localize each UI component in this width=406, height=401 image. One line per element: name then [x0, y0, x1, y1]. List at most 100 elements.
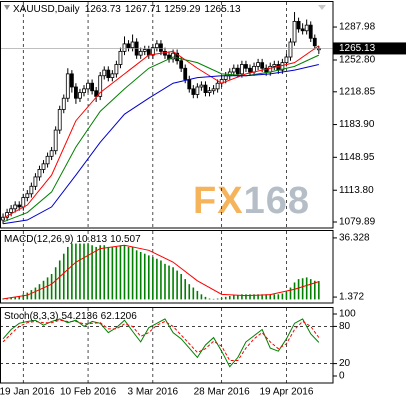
macd-bar — [147, 255, 150, 300]
macd-bar — [139, 252, 142, 300]
watermark-part: 168 — [244, 180, 310, 222]
moving-average — [2, 45, 320, 219]
candle-body — [179, 60, 184, 69]
macd-bar — [62, 253, 65, 300]
last-high: 1267.71 — [125, 4, 162, 15]
moving-average — [2, 54, 320, 223]
last-price-label: 1265.13 — [339, 43, 376, 54]
y-tick-label: 1183.90 — [339, 119, 375, 130]
macd-bar — [71, 243, 73, 300]
candle-body — [122, 43, 127, 52]
macd-bar — [135, 250, 138, 300]
candle-body — [106, 69, 111, 79]
candle-body — [61, 97, 66, 110]
y-tick-label: 1252.80 — [339, 55, 376, 66]
macd-bar — [208, 298, 211, 300]
y-tick-label: 1113.80 — [339, 185, 374, 196]
macd-bar — [58, 260, 61, 300]
candle-body — [268, 65, 273, 73]
macd-bar — [67, 246, 69, 300]
candle-body — [308, 24, 313, 39]
candle-body — [41, 163, 46, 170]
macd-bar — [103, 245, 106, 300]
candle-body — [69, 73, 74, 88]
candle-body — [110, 73, 115, 79]
candle-body — [248, 67, 252, 73]
macd-bar — [156, 258, 158, 300]
candle-body — [9, 208, 14, 213]
candle-body — [21, 197, 26, 208]
candle-body — [102, 69, 107, 77]
signal-line — [2, 244, 319, 300]
candle-body — [118, 50, 123, 65]
candle-body — [207, 90, 212, 94]
candle-body — [211, 88, 216, 92]
candle-body — [45, 155, 50, 165]
macd-bar — [10, 297, 12, 300]
macd-bar — [127, 246, 130, 300]
candle-body — [78, 92, 82, 99]
macd-bar — [196, 290, 199, 300]
macd-bar — [99, 245, 102, 300]
candle-body — [126, 43, 131, 49]
macd-bar — [220, 297, 223, 300]
candle-body — [65, 73, 70, 99]
macd-bar — [301, 278, 304, 300]
y-tick-label: 1079.89 — [339, 217, 376, 228]
stoch-header: Stoch(8,3,3) 54.2136 62.1206 — [4, 311, 137, 322]
candle-body — [37, 169, 42, 178]
candle-body — [252, 65, 256, 73]
macd-bar — [83, 243, 85, 300]
candle-body — [90, 82, 95, 92]
candle-body — [280, 62, 285, 71]
candle-body — [264, 67, 269, 73]
candle-body — [215, 82, 220, 90]
candle-body — [187, 79, 192, 90]
macd-bar — [233, 295, 235, 300]
candle-body — [98, 75, 103, 97]
last-close: 1265.13 — [204, 4, 241, 15]
last-low: 1259.29 — [164, 4, 201, 15]
macd-bar — [18, 296, 21, 300]
macd-bar — [277, 294, 280, 300]
macd-bar — [269, 294, 272, 300]
macd-bar — [168, 265, 170, 300]
candle-body — [235, 67, 240, 75]
candle-body — [175, 52, 180, 62]
x-tick-label: 10 Feb 2016 — [60, 387, 117, 398]
candle-body — [240, 64, 244, 75]
macd-panel-frame — [0, 230, 334, 304]
candle-body — [13, 204, 18, 210]
stoch-main-last: 54.2136 — [61, 311, 98, 322]
y-tick-label: 1148.95 — [339, 152, 375, 163]
y-tick-label: 1287.98 — [339, 22, 376, 33]
candle-body — [223, 75, 228, 80]
macd-bar — [249, 294, 251, 300]
macd-bar — [22, 294, 25, 300]
x-tick-label: 19 Apr 2016 — [259, 387, 313, 398]
y-tick-label: 20 — [339, 358, 351, 369]
macd-bar — [192, 287, 195, 300]
stoch-signal-last: 62.1206 — [101, 311, 138, 322]
y-tick-label: 80 — [339, 321, 351, 332]
symbol-title: XAUUSD,Daily — [13, 4, 80, 15]
macd-bar — [293, 282, 296, 300]
macd-last: 10.813 — [76, 234, 107, 245]
macd-bar — [228, 296, 231, 300]
candle-body — [195, 86, 200, 95]
macd-bar — [224, 296, 227, 300]
macd-bar — [172, 267, 174, 300]
candle-body — [244, 64, 248, 69]
macd-bar — [119, 245, 122, 300]
candle-body — [272, 64, 277, 67]
macd-bar — [14, 296, 16, 300]
candle-body — [203, 84, 208, 94]
macd-bar — [95, 246, 97, 300]
macd-bar — [265, 294, 267, 300]
candle-body — [312, 37, 317, 47]
macd-bar — [38, 284, 41, 300]
candle-body — [304, 24, 309, 32]
macd-bar — [253, 294, 255, 300]
candle-body — [130, 41, 135, 49]
